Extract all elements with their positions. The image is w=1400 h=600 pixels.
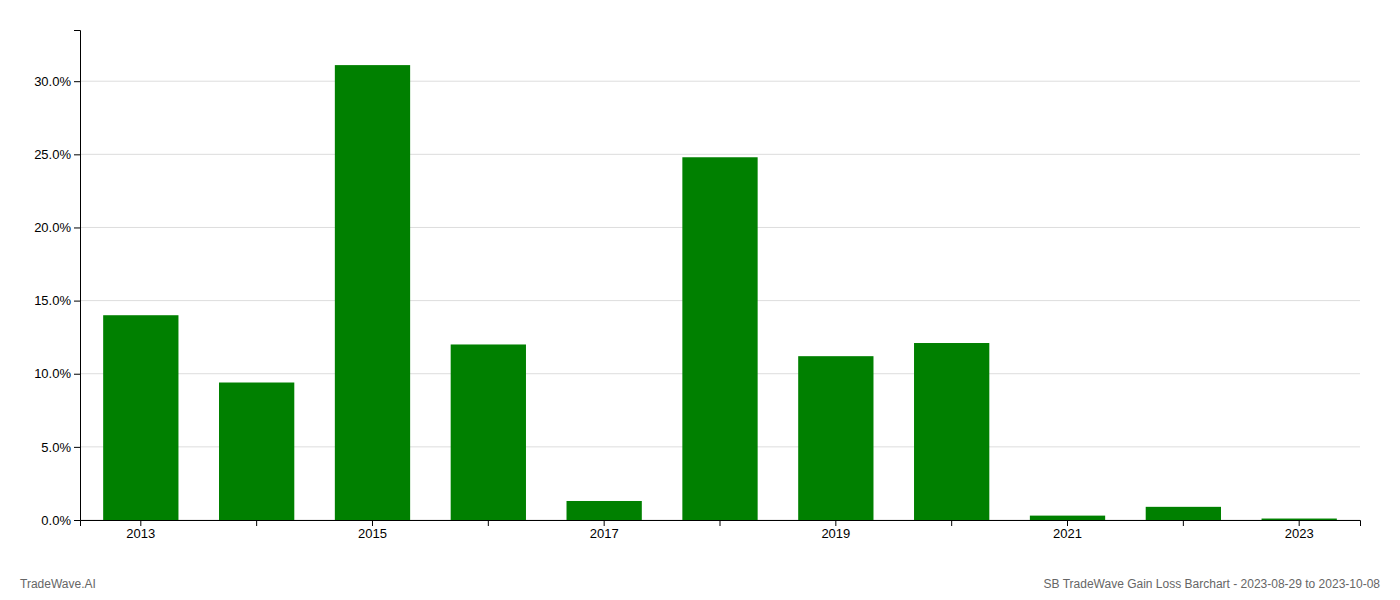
bar: [451, 344, 526, 520]
x-tick: 2023: [1285, 520, 1314, 541]
x-tick: 2021: [1053, 520, 1082, 541]
y-tick: 30.0%: [34, 74, 80, 89]
x-tick-mark: [372, 520, 373, 526]
bar: [1262, 519, 1337, 520]
y-tick-mark: [74, 520, 80, 521]
x-axis: 2013 2015 2017 2019 2021 2023: [81, 520, 1361, 541]
x-tick-mark: [140, 520, 141, 526]
bar: [914, 343, 989, 520]
x-tick: 2017: [590, 520, 619, 541]
footer-text: TradeWave.AI: [20, 577, 96, 591]
x-tick: 2013: [126, 520, 155, 541]
x-tick-label: 2013: [126, 526, 155, 541]
y-tick-label: 5.0%: [41, 440, 71, 455]
y-tick-label: 0.0%: [41, 513, 71, 528]
x-tick-label: 2019: [821, 526, 850, 541]
x-tick: [951, 520, 952, 526]
bar: [335, 65, 410, 520]
y-tick-label: 25.0%: [34, 147, 71, 162]
x-axis-line: [81, 521, 1361, 527]
y-tick: 20.0%: [34, 220, 80, 235]
chart: 2013 2015 2017 2019 2021 2023 0.0% 5.0% 10.0% 15.…: [0, 0, 1400, 600]
x-tick-mark: [488, 520, 489, 526]
bars: [103, 65, 1337, 520]
x-tick-mark: [1067, 520, 1068, 526]
x-tick: 2015: [358, 520, 387, 541]
x-tick-label: 2017: [590, 526, 619, 541]
x-tick-label: 2015: [358, 526, 387, 541]
y-tick-mark: [74, 227, 80, 228]
x-tick: [488, 520, 489, 526]
x-tick-mark: [720, 520, 721, 526]
y-tick: 25.0%: [34, 147, 80, 162]
bar: [103, 315, 178, 520]
x-tick: 2019: [821, 520, 850, 541]
annotations: TradeWave.AI SB TradeWave Gain Loss Barch…: [20, 577, 1380, 591]
bar: [682, 157, 757, 520]
footer-text: SB TradeWave Gain Loss Barchart - 2023-0…: [1044, 577, 1381, 591]
y-tick-label: 20.0%: [34, 220, 71, 235]
x-tick: [1183, 520, 1184, 526]
grid-line: [80, 81, 1360, 82]
y-tick-mark: [74, 154, 80, 155]
y-tick-label: 15.0%: [34, 293, 71, 308]
bar: [1030, 516, 1105, 520]
y-tick: 15.0%: [34, 293, 80, 308]
y-axis-line: [74, 31, 81, 521]
y-tick-mark: [74, 301, 80, 302]
y-axis: 0.0% 5.0% 10.0% 15.0% 20.0% 25.0% 30.0%: [34, 31, 80, 528]
x-tick-label: 2021: [1053, 526, 1082, 541]
x-tick: [256, 520, 257, 526]
y-tick-mark: [74, 374, 80, 375]
bar: [798, 356, 873, 520]
x-tick-mark: [1183, 520, 1184, 526]
y-tick-label: 30.0%: [34, 74, 71, 89]
x-tick-mark: [604, 520, 605, 526]
bar: [219, 383, 294, 520]
grid-line: [80, 154, 1360, 155]
y-tick-mark: [74, 81, 80, 82]
y-tick-label: 10.0%: [34, 366, 71, 381]
y-tick: 10.0%: [34, 366, 80, 381]
y-tick: 0.0%: [41, 513, 80, 528]
bar: [1146, 507, 1221, 520]
x-tick-label: 2023: [1285, 526, 1314, 541]
y-tick-mark: [74, 447, 80, 448]
x-tick-mark: [1299, 520, 1300, 526]
x-tick-mark: [951, 520, 952, 526]
x-tick-mark: [256, 520, 257, 526]
x-tick-mark: [835, 520, 836, 526]
y-tick: 5.0%: [41, 440, 80, 455]
x-tick: [720, 520, 721, 526]
grid: [80, 81, 1360, 520]
bar: [567, 501, 642, 520]
